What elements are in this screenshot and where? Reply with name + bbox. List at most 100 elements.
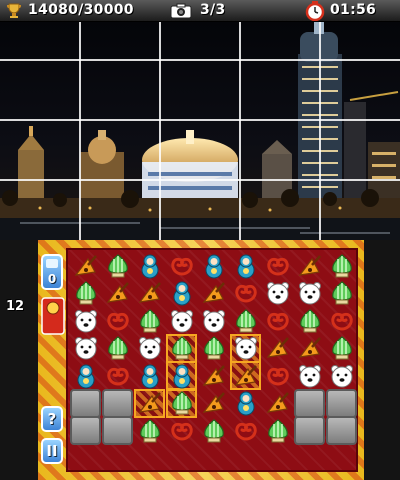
- bear-tile[interactable]: [70, 306, 101, 335]
- balalaika-tile[interactable]: [198, 279, 229, 308]
- matryoshka-tile[interactable]: [230, 251, 261, 280]
- matryoshka-tile[interactable]: [198, 251, 229, 280]
- dome-icon: [107, 253, 128, 277]
- balalaika-icon: [202, 364, 225, 386]
- dome-icon: [331, 281, 352, 305]
- pretzel-tile[interactable]: [326, 306, 357, 335]
- bear-tile[interactable]: [134, 334, 165, 363]
- bear-tile[interactable]: [198, 306, 229, 335]
- trophy-icon: [7, 3, 21, 18]
- dome-icon: [331, 253, 352, 277]
- bear-tile[interactable]: [294, 279, 325, 308]
- bear-icon: [298, 282, 321, 305]
- dome-tile[interactable]: [134, 306, 165, 335]
- pretzel-tile[interactable]: [262, 361, 293, 390]
- dome-tile[interactable]: [102, 251, 133, 280]
- bear-tile[interactable]: [326, 361, 357, 390]
- balalaika-tile[interactable]: [102, 279, 133, 308]
- dome-icon: [139, 418, 160, 442]
- empty-cell[interactable]: [262, 444, 293, 473]
- camera-icon: [170, 3, 192, 19]
- pretzel-tile[interactable]: [230, 416, 261, 445]
- dome-tile[interactable]: [198, 334, 229, 363]
- balalaika-icon: [202, 392, 225, 413]
- matryoshka-icon: [141, 254, 158, 278]
- dome-tile[interactable]: [326, 279, 357, 308]
- pretzel-tile[interactable]: [102, 306, 133, 335]
- empty-cell[interactable]: [70, 444, 101, 473]
- bear-tile[interactable]: [294, 361, 325, 390]
- pretzel-icon: [106, 367, 129, 385]
- empty-cell[interactable]: [198, 444, 229, 473]
- dome-tile[interactable]: [166, 333, 197, 363]
- timer-display: 01:56: [330, 2, 377, 18]
- dome-tile[interactable]: [294, 306, 325, 335]
- balalaika-tile[interactable]: [70, 251, 101, 280]
- dome-icon: [331, 336, 352, 360]
- bear-icon: [138, 337, 161, 360]
- dome-tile[interactable]: [262, 416, 293, 445]
- balalaika-tile[interactable]: [294, 334, 325, 363]
- balalaika-tile[interactable]: [294, 251, 325, 280]
- dome-tile[interactable]: [326, 251, 357, 280]
- photos-counter: 3/3: [200, 2, 226, 18]
- matryoshka-tile[interactable]: [166, 279, 197, 308]
- balalaika-tile[interactable]: [198, 389, 229, 418]
- matryoshka-tile[interactable]: [134, 361, 165, 390]
- balalaika-tile[interactable]: [262, 334, 293, 363]
- dome-tile[interactable]: [230, 306, 261, 335]
- hud-bar: 14080/30000 3/3 01:56: [0, 0, 400, 22]
- moves-counter: 0: [41, 254, 63, 290]
- balalaika-icon: [138, 282, 161, 303]
- matryoshka-tile[interactable]: [134, 251, 165, 280]
- empty-cell[interactable]: [326, 444, 357, 473]
- matryoshka-tile[interactable]: [230, 389, 261, 418]
- dome-tile[interactable]: [102, 334, 133, 363]
- bear-icon: [74, 309, 97, 332]
- matryoshka-tile[interactable]: [166, 361, 197, 390]
- stopwatch-icon: [41, 297, 65, 335]
- bear-tile[interactable]: [262, 279, 293, 308]
- empty-cell[interactable]: [102, 444, 133, 473]
- balalaika-tile[interactable]: [134, 388, 165, 418]
- dome-tile[interactable]: [70, 279, 101, 308]
- dome-icon: [203, 336, 224, 360]
- stone-block: [294, 416, 325, 445]
- empty-cell[interactable]: [134, 444, 165, 473]
- empty-cell[interactable]: [230, 444, 261, 473]
- balalaika-tile[interactable]: [198, 361, 229, 390]
- balalaika-icon: [298, 254, 321, 276]
- city-photo: [0, 22, 400, 240]
- pretzel-tile[interactable]: [102, 361, 133, 390]
- pretzel-tile[interactable]: [166, 251, 197, 280]
- dome-icon: [171, 391, 192, 415]
- balalaika-icon: [106, 282, 129, 303]
- stone-block: [326, 416, 357, 445]
- dome-tile[interactable]: [198, 416, 229, 445]
- dome-tile[interactable]: [134, 416, 165, 445]
- pause-button[interactable]: II: [41, 438, 63, 464]
- matryoshka-icon: [173, 364, 190, 388]
- pretzel-tile[interactable]: [262, 306, 293, 335]
- balalaika-tile[interactable]: [262, 389, 293, 418]
- bear-tile[interactable]: [166, 306, 197, 335]
- bear-tile[interactable]: [230, 333, 261, 363]
- pretzel-icon: [234, 284, 257, 303]
- dome-tile[interactable]: [326, 334, 357, 363]
- matryoshka-icon: [141, 364, 158, 388]
- pretzel-tile[interactable]: [230, 279, 261, 308]
- balalaika-tile[interactable]: [230, 361, 261, 390]
- matryoshka-icon: [205, 254, 222, 278]
- balalaika-icon: [266, 392, 289, 413]
- balalaika-tile[interactable]: [134, 279, 165, 308]
- empty-cell[interactable]: [294, 444, 325, 473]
- pretzel-icon: [330, 312, 353, 330]
- pretzel-tile[interactable]: [262, 251, 293, 280]
- matryoshka-icon: [173, 281, 190, 306]
- pretzel-tile[interactable]: [166, 416, 197, 445]
- empty-cell[interactable]: [166, 444, 197, 473]
- matryoshka-tile[interactable]: [70, 361, 101, 390]
- help-button[interactable]: ?: [41, 406, 63, 432]
- dome-tile[interactable]: [166, 388, 197, 418]
- bear-tile[interactable]: [70, 334, 101, 363]
